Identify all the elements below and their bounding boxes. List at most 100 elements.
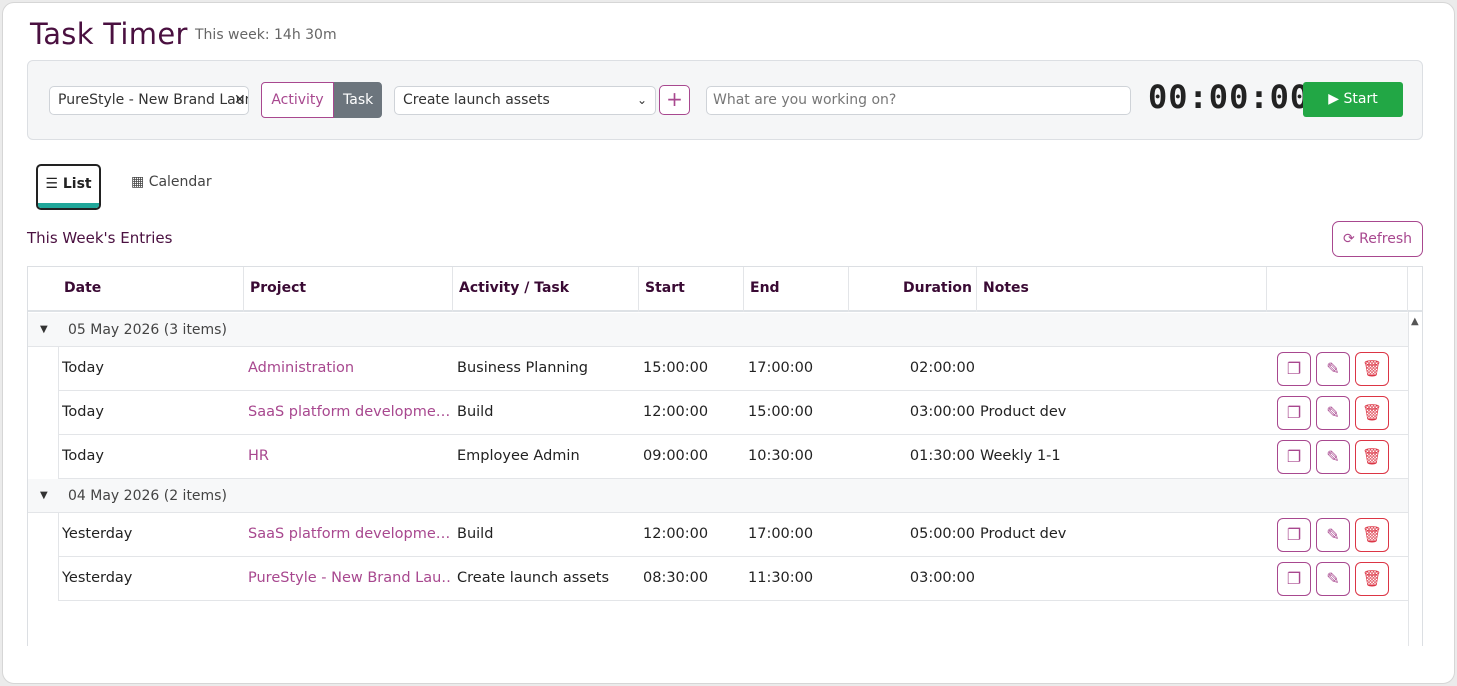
- entries-grid: Date Project Activity / Task Start End D…: [27, 266, 1423, 646]
- copy-icon: ❐: [1286, 447, 1302, 466]
- column-header-start[interactable]: Start: [639, 267, 744, 312]
- mode-activity-option[interactable]: Activity: [261, 82, 334, 118]
- column-header-date[interactable]: Date: [58, 267, 244, 312]
- column-header-end[interactable]: End: [744, 267, 849, 312]
- copy-icon: ❐: [1286, 569, 1302, 588]
- cell-start: 09:00:00: [643, 448, 709, 464]
- delete-button[interactable]: 🗑: [1355, 352, 1389, 386]
- trash-icon: 🗑: [1361, 569, 1383, 588]
- tab-calendar[interactable]: ▦ Calendar: [131, 174, 212, 190]
- delete-button[interactable]: 🗑: [1355, 562, 1389, 596]
- copy-button[interactable]: ❐: [1277, 440, 1311, 474]
- copy-icon: ❐: [1286, 525, 1302, 544]
- cell-duration: 03:00:00: [909, 570, 975, 586]
- cell-start: 12:00:00: [643, 404, 709, 420]
- add-task-button[interactable]: +: [659, 85, 690, 115]
- refresh-icon: ⟳: [1342, 231, 1355, 247]
- cell-end: 17:00:00: [748, 526, 814, 542]
- cell-end: 15:00:00: [748, 404, 814, 420]
- edit-button[interactable]: ✎: [1316, 352, 1350, 386]
- section-title: This Week's Entries: [27, 229, 173, 247]
- table-row[interactable]: Yesterday SaaS platform developme… Build…: [58, 513, 1408, 557]
- scroll-up-icon[interactable]: ▲: [1411, 316, 1419, 327]
- cell-project[interactable]: HR: [248, 448, 269, 464]
- cell-start: 15:00:00: [643, 360, 709, 376]
- group-row[interactable]: ▼ 05 May 2026 (3 items): [28, 313, 1408, 347]
- start-label: Start: [1343, 91, 1378, 107]
- trash-icon: 🗑: [1361, 447, 1383, 466]
- mode-toggle: Activity Task: [261, 82, 382, 118]
- grid-header: Date Project Activity / Task Start End D…: [28, 267, 1422, 312]
- cell-project[interactable]: PureStyle - New Brand Lau…: [248, 570, 451, 586]
- cell-activity: Employee Admin: [457, 448, 580, 464]
- cell-date: Today: [62, 360, 104, 376]
- table-row[interactable]: Yesterday PureStyle - New Brand Lau… Cre…: [58, 557, 1408, 601]
- cell-end: 17:00:00: [748, 360, 814, 376]
- copy-button[interactable]: ❐: [1277, 518, 1311, 552]
- table-row[interactable]: Today HR Employee Admin 09:00:00 10:30:0…: [58, 435, 1408, 479]
- cell-activity: Build: [457, 526, 494, 542]
- timer-bar: PureStyle - New Brand Launch ✕ Activity …: [27, 60, 1423, 140]
- task-select-value: Create launch assets: [403, 92, 550, 108]
- chevron-down-icon: ⌄: [636, 93, 647, 107]
- edit-button[interactable]: ✎: [1316, 518, 1350, 552]
- edit-button[interactable]: ✎: [1316, 562, 1350, 596]
- caret-down-icon[interactable]: ▼: [40, 490, 48, 501]
- edit-button[interactable]: ✎: [1316, 440, 1350, 474]
- cell-date: Today: [62, 404, 104, 420]
- mode-task-option[interactable]: Task: [334, 82, 382, 118]
- column-header-actions: [1267, 267, 1408, 312]
- caret-down-icon[interactable]: ▼: [40, 324, 48, 335]
- play-icon: ▶: [1328, 91, 1340, 107]
- copy-button[interactable]: ❐: [1277, 562, 1311, 596]
- cell-duration: 01:30:00: [909, 448, 975, 464]
- start-button[interactable]: ▶ Start: [1303, 82, 1403, 117]
- tab-list[interactable]: ☰ List: [36, 164, 101, 210]
- refresh-label: Refresh: [1359, 231, 1413, 247]
- vertical-scrollbar[interactable]: ▲: [1408, 312, 1422, 646]
- cell-activity: Create launch assets: [457, 570, 610, 586]
- cell-date: Today: [62, 448, 104, 464]
- page-title: Task Timer: [30, 17, 188, 51]
- tab-list-label: List: [62, 176, 92, 192]
- cell-project[interactable]: Administration: [248, 360, 355, 376]
- trash-icon: 🗑: [1361, 525, 1383, 544]
- trash-icon: 🗑: [1361, 359, 1383, 378]
- list-icon: ☰: [45, 176, 58, 192]
- cell-end: 10:30:00: [748, 448, 814, 464]
- copy-button[interactable]: ❐: [1277, 352, 1311, 386]
- task-select[interactable]: Create launch assets ⌄: [394, 86, 656, 115]
- copy-button[interactable]: ❐: [1277, 396, 1311, 430]
- refresh-button[interactable]: ⟳ Refresh: [1332, 221, 1423, 257]
- cell-notes: Product dev: [980, 526, 1067, 542]
- column-header-project[interactable]: Project: [244, 267, 453, 312]
- description-input[interactable]: What are you working on?: [706, 86, 1131, 115]
- cell-duration: 02:00:00: [909, 360, 975, 376]
- column-header-notes[interactable]: Notes: [977, 267, 1267, 312]
- cell-project[interactable]: SaaS platform developme…: [248, 404, 451, 420]
- table-row[interactable]: Today Administration Business Planning 1…: [58, 347, 1408, 391]
- trash-icon: 🗑: [1361, 403, 1383, 422]
- edit-button[interactable]: ✎: [1316, 396, 1350, 430]
- cell-activity: Build: [457, 404, 494, 420]
- cell-project[interactable]: SaaS platform developme…: [248, 526, 451, 542]
- pencil-icon: ✎: [1326, 525, 1340, 544]
- copy-icon: ❐: [1286, 403, 1302, 422]
- delete-button[interactable]: 🗑: [1355, 440, 1389, 474]
- cell-start: 08:30:00: [643, 570, 709, 586]
- group-row[interactable]: ▼ 04 May 2026 (2 items): [28, 479, 1408, 513]
- delete-button[interactable]: 🗑: [1355, 518, 1389, 552]
- column-header-duration[interactable]: Duration: [849, 267, 977, 312]
- pencil-icon: ✎: [1326, 403, 1340, 422]
- cell-start: 12:00:00: [643, 526, 709, 542]
- pencil-icon: ✎: [1326, 359, 1340, 378]
- project-input[interactable]: PureStyle - New Brand Launch: [49, 86, 249, 115]
- column-header-activity[interactable]: Activity / Task: [453, 267, 639, 312]
- clear-icon[interactable]: ✕: [234, 92, 246, 108]
- pencil-icon: ✎: [1326, 447, 1340, 466]
- table-row[interactable]: Today SaaS platform developme… Build 12:…: [58, 391, 1408, 435]
- group-label: 04 May 2026 (2 items): [68, 488, 227, 504]
- copy-icon: ❐: [1286, 359, 1302, 378]
- delete-button[interactable]: 🗑: [1355, 396, 1389, 430]
